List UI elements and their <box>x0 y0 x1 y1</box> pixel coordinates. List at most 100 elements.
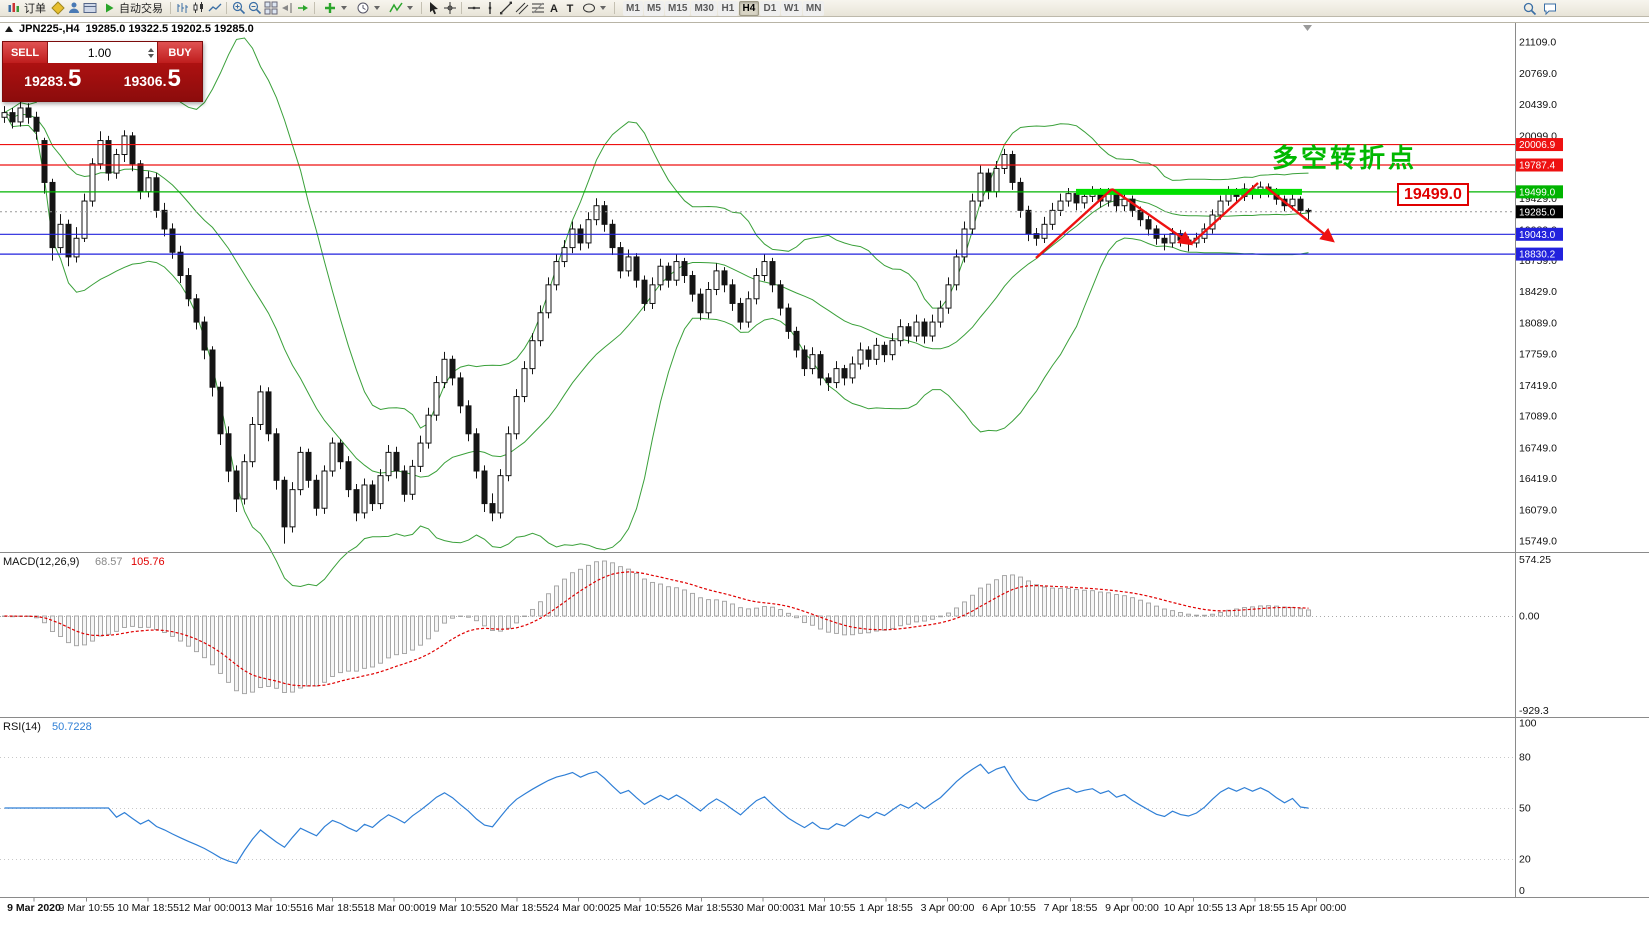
new-order-button[interactable]: 订单 <box>3 1 49 16</box>
vertical-line-icon[interactable] <box>482 1 497 16</box>
chart-ohlc-values: 19285.0 19322.5 19202.5 19285.0 <box>85 23 254 35</box>
svg-text:18830.2: 18830.2 <box>1519 250 1556 261</box>
zoom-in-icon[interactable] <box>231 1 246 16</box>
svg-text:0: 0 <box>1519 885 1525 897</box>
search-icon[interactable] <box>1522 1 1537 16</box>
label-icon[interactable]: T <box>562 1 577 16</box>
toolbar-separator <box>314 2 315 14</box>
timeframe-button-w1[interactable]: W1 <box>780 0 802 16</box>
profiles-icon[interactable] <box>66 1 81 16</box>
cursor-icon[interactable] <box>426 1 441 16</box>
bar-chart-icon[interactable] <box>175 1 190 16</box>
buy-price-frac: 5 <box>167 65 181 92</box>
svg-text:10 Mar 18:55: 10 Mar 18:55 <box>117 902 179 914</box>
svg-text:16749.0: 16749.0 <box>1519 442 1557 454</box>
volume-spinner[interactable] <box>148 47 154 58</box>
timeframe-button-h4[interactable]: H4 <box>738 0 759 16</box>
timeframe-button-h1[interactable]: H1 <box>717 0 738 16</box>
svg-text:7 Apr 18:55: 7 Apr 18:55 <box>1044 902 1098 914</box>
svg-text:9 Mar 10:55: 9 Mar 10:55 <box>58 902 114 914</box>
svg-text:80: 80 <box>1519 752 1531 764</box>
svg-text:3 Apr 00:00: 3 Apr 00:00 <box>921 902 975 914</box>
svg-text:50.7228: 50.7228 <box>52 721 92 733</box>
sell-price-frac: 5 <box>67 65 82 92</box>
indicators-icon <box>388 1 403 16</box>
timeframe-button-mn[interactable]: MN <box>802 0 825 16</box>
svg-text:1 Apr 18:55: 1 Apr 18:55 <box>859 902 913 914</box>
chevron-down-icon <box>407 6 413 10</box>
zoom-out-icon[interactable] <box>247 1 262 16</box>
chevron-down-icon <box>600 6 606 10</box>
spin-up-icon[interactable] <box>148 47 154 52</box>
svg-text:9 Apr 00:00: 9 Apr 00:00 <box>1105 902 1159 914</box>
channel-icon[interactable] <box>514 1 529 16</box>
svg-text:16419.0: 16419.0 <box>1519 473 1557 485</box>
text-icon[interactable]: A <box>546 1 561 16</box>
chat-icon[interactable] <box>1542 1 1557 16</box>
svg-text:19499.0: 19499.0 <box>1519 187 1556 198</box>
ellipse-icon <box>581 1 596 16</box>
toolbar-separator <box>461 2 462 14</box>
sell-price[interactable]: 19283. 5 <box>3 63 103 101</box>
svg-text:68.57: 68.57 <box>95 556 123 568</box>
buy-price[interactable]: 19306. 5 <box>103 63 203 101</box>
chart-canvas[interactable]: MACD(12,26,9) 68.57 105.76 574.25 0.00 -929.3… <box>0 17 1649 942</box>
new-chart-button[interactable] <box>319 1 351 16</box>
tile-windows-icon[interactable] <box>263 1 278 16</box>
timeframe-button-m5[interactable]: M5 <box>644 0 664 16</box>
svg-text:25 Mar 10:55: 25 Mar 10:55 <box>609 902 671 914</box>
terminal-icon[interactable] <box>82 1 97 16</box>
svg-text:15 Apr 00:00: 15 Apr 00:00 <box>1287 902 1347 914</box>
line-chart-icon[interactable] <box>207 1 222 16</box>
svg-text:30 Mar 00:00: 30 Mar 00:00 <box>732 902 794 914</box>
new-chart-icon <box>322 1 337 16</box>
svg-text:18 Mar 00:00: 18 Mar 00:00 <box>363 902 425 914</box>
volume-field[interactable]: 1.00 <box>48 42 157 63</box>
timeframe-button-m1[interactable]: M1 <box>623 0 643 16</box>
svg-text:574.25: 574.25 <box>1519 554 1551 566</box>
toolbar-separator <box>226 2 227 14</box>
one-click-collapse-icon[interactable] <box>5 26 13 32</box>
candlestick-chart-icon[interactable] <box>191 1 206 16</box>
chevron-down-icon <box>374 6 380 10</box>
spin-down-icon[interactable] <box>148 53 154 58</box>
svg-text:9 Mar 2020: 9 Mar 2020 <box>7 902 61 914</box>
autotrading-label: 自动交易 <box>119 3 163 15</box>
timeframe-button-d1[interactable]: D1 <box>759 0 780 16</box>
svg-text:15749.0: 15749.0 <box>1519 535 1557 547</box>
svg-text:18429.0: 18429.0 <box>1519 286 1557 298</box>
svg-text:26 Mar 18:55: 26 Mar 18:55 <box>671 902 733 914</box>
fibonacci-icon[interactable] <box>530 1 545 16</box>
chevron-down-icon <box>341 6 347 10</box>
timeframe-button-m30[interactable]: M30 <box>691 0 717 16</box>
svg-text:24 Mar 00:00: 24 Mar 00:00 <box>548 902 610 914</box>
toolbar-right-group <box>1522 1 1557 16</box>
indicators-menu-button[interactable] <box>385 1 417 16</box>
sell-price-main: 19283. <box>24 73 67 89</box>
svg-text:10 Apr 10:55: 10 Apr 10:55 <box>1164 902 1224 914</box>
svg-text:21109.0: 21109.0 <box>1519 36 1556 48</box>
svg-text:13 Apr 18:55: 13 Apr 18:55 <box>1225 902 1285 914</box>
auto-scroll-icon[interactable] <box>295 1 310 16</box>
sell-button[interactable]: SELL <box>3 42 48 63</box>
trendline-icon[interactable] <box>498 1 513 16</box>
horizontal-line-icon[interactable] <box>466 1 481 16</box>
svg-text:17089.0: 17089.0 <box>1519 411 1557 423</box>
period-menu-button[interactable] <box>352 1 384 16</box>
autotrading-button[interactable]: 自动交易 <box>98 1 166 16</box>
wizard-icon[interactable] <box>50 1 65 16</box>
chart-shift-icon[interactable] <box>279 1 294 16</box>
svg-text:T: T <box>566 3 573 15</box>
new-order-label: 订单 <box>24 3 46 15</box>
svg-text:19285.0: 19285.0 <box>1519 207 1556 218</box>
price-annotation-box: 19499.0 <box>1397 183 1469 206</box>
buy-price-main: 19306. <box>123 73 167 89</box>
crosshair-icon[interactable] <box>442 1 457 16</box>
one-click-trading-panel: SELL 1.00 BUY 19283. 5 19306. 5 <box>2 41 203 102</box>
toolbar-separator <box>421 2 422 14</box>
shapes-menu-button[interactable] <box>578 1 610 16</box>
autotrading-play-icon <box>101 1 116 16</box>
svg-text:12 Mar 00:00: 12 Mar 00:00 <box>179 902 241 914</box>
timeframe-button-m15[interactable]: M15 <box>665 0 691 16</box>
buy-button[interactable]: BUY <box>157 42 202 63</box>
